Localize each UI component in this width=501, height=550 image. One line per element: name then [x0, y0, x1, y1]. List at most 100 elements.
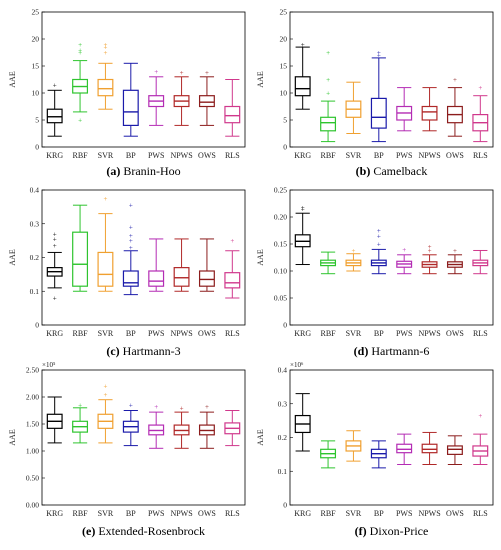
- x-tick-label: BP: [374, 509, 384, 518]
- box-rbf: +: [72, 402, 89, 444]
- caption-name: Dixon-Price: [367, 524, 429, 538]
- x-tick-label: KRG: [294, 329, 311, 338]
- y-axis-label: AAE: [8, 429, 17, 446]
- x-tick-label: SVR: [346, 509, 362, 518]
- x-tick-label: RLS: [473, 151, 488, 160]
- x-tick-label: PWS: [148, 509, 164, 518]
- iqr-box: [46, 108, 63, 124]
- outlier-point: +: [78, 49, 82, 57]
- x-tick-label: KRG: [46, 509, 63, 518]
- box-rbf: ++++: [72, 41, 89, 125]
- outlier-point: +: [103, 41, 107, 49]
- x-tick-label: RLS: [225, 151, 240, 160]
- iqr-box: [97, 251, 114, 287]
- outlier-point: +: [377, 52, 381, 60]
- box-bp: [122, 62, 139, 137]
- box-krg: ++: [294, 204, 311, 266]
- box-rls: [224, 79, 241, 137]
- outlier-point: +: [103, 195, 107, 203]
- outlier-point: +: [351, 247, 355, 255]
- outlier-point: +: [230, 237, 234, 245]
- y-tick-label: 5: [283, 116, 287, 125]
- box-svr: +++: [97, 41, 114, 110]
- box-ows: +: [198, 69, 215, 126]
- box-ows: +: [446, 247, 463, 275]
- box-krg: [46, 396, 63, 444]
- y-axis-label: AAE: [256, 429, 265, 446]
- y-tick-label: 0.2: [278, 433, 288, 442]
- outlier-point: +: [103, 391, 107, 399]
- box-rls: [472, 249, 489, 275]
- y-tick-label: 0.15: [274, 240, 287, 249]
- y-tick-label: 1.50: [26, 420, 39, 429]
- iqr-box: [198, 95, 215, 108]
- box-ows: [198, 238, 215, 292]
- x-tick-label: PWS: [396, 329, 412, 338]
- caption-name: Extended-Rosenbrock: [95, 524, 205, 538]
- caption-name: Hartmann-3: [120, 344, 181, 358]
- y-tick-label: 0.50: [26, 474, 39, 483]
- iqr-box: [173, 267, 190, 287]
- box-rls: [224, 410, 241, 447]
- x-tick-label: NPWS: [418, 329, 440, 338]
- x-tick-label: PWS: [396, 151, 412, 160]
- outlier-point: +: [301, 41, 305, 49]
- outlier-point: +: [428, 243, 432, 251]
- outlier-point: +: [53, 295, 57, 303]
- box-krg: +: [294, 41, 311, 110]
- caption-letter: (c): [106, 344, 119, 358]
- y-tick-label: 2.50: [26, 366, 39, 375]
- x-tick-label: RBF: [73, 509, 89, 518]
- x-tick-label: NPWS: [418, 151, 440, 160]
- y-axis-label: AAE: [256, 249, 265, 266]
- chart-panel-6: 0 0.1 0.2 0.3 0.4×10⁶ AAE KRG RBF SVR BP PWS NPWS OW…: [256, 361, 494, 538]
- x-tick-label: BP: [374, 151, 384, 160]
- y-tick-label: 0.00: [26, 501, 39, 510]
- y-tick-label: 0.1: [278, 467, 288, 476]
- box-krg: +: [46, 81, 63, 137]
- y-tick-label: 10: [32, 89, 40, 98]
- iqr-box: [320, 116, 337, 132]
- y-tick-label: 1.00: [26, 447, 39, 456]
- box-rbf: + + +: [320, 49, 337, 143]
- box-svr: ++: [97, 383, 114, 444]
- outlier-point: +: [205, 69, 209, 77]
- outlier-point: +: [129, 202, 133, 210]
- caption-letter: (e): [82, 524, 95, 538]
- x-tick-label: RLS: [225, 329, 240, 338]
- caption-name: Branin-Hoo: [120, 164, 180, 178]
- outlier-point: +: [129, 237, 133, 245]
- y-axis-label: AAE: [8, 249, 17, 266]
- box-npws: [173, 238, 190, 292]
- box-pws: +: [396, 246, 413, 275]
- x-tick-label: OWS: [198, 151, 216, 160]
- y-tick-label: 25: [280, 8, 288, 17]
- axis-multiplier: ×10⁵: [42, 361, 56, 369]
- y-tick-label: 0.05: [274, 294, 287, 303]
- outlier-point: +: [78, 46, 82, 54]
- outlier-point: +: [377, 232, 381, 240]
- outlier-point: +: [377, 241, 381, 249]
- outlier-point: +: [402, 246, 406, 254]
- axes-frame: [289, 369, 494, 506]
- outlier-point: +: [301, 204, 305, 212]
- box-npws: [421, 87, 438, 132]
- box-ows: [446, 435, 463, 465]
- y-tick-label: 0.1: [30, 287, 40, 296]
- iqr-box: [396, 443, 413, 454]
- iqr-box: [122, 270, 139, 287]
- y-tick-label: 0: [283, 143, 287, 152]
- outlier-point: +: [129, 224, 133, 232]
- outlier-point: +: [180, 69, 184, 77]
- outlier-point: +: [377, 227, 381, 235]
- x-tick-label: PWS: [396, 509, 412, 518]
- outlier-point: +: [129, 232, 133, 240]
- y-tick-label: 0.4: [278, 366, 288, 375]
- outlier-point: +: [53, 235, 57, 243]
- y-tick-label: 0.10: [274, 267, 287, 276]
- panel-caption: (c) Hartmann-3: [106, 344, 180, 358]
- outlier-point: +: [129, 244, 133, 252]
- iqr-box: [198, 270, 215, 287]
